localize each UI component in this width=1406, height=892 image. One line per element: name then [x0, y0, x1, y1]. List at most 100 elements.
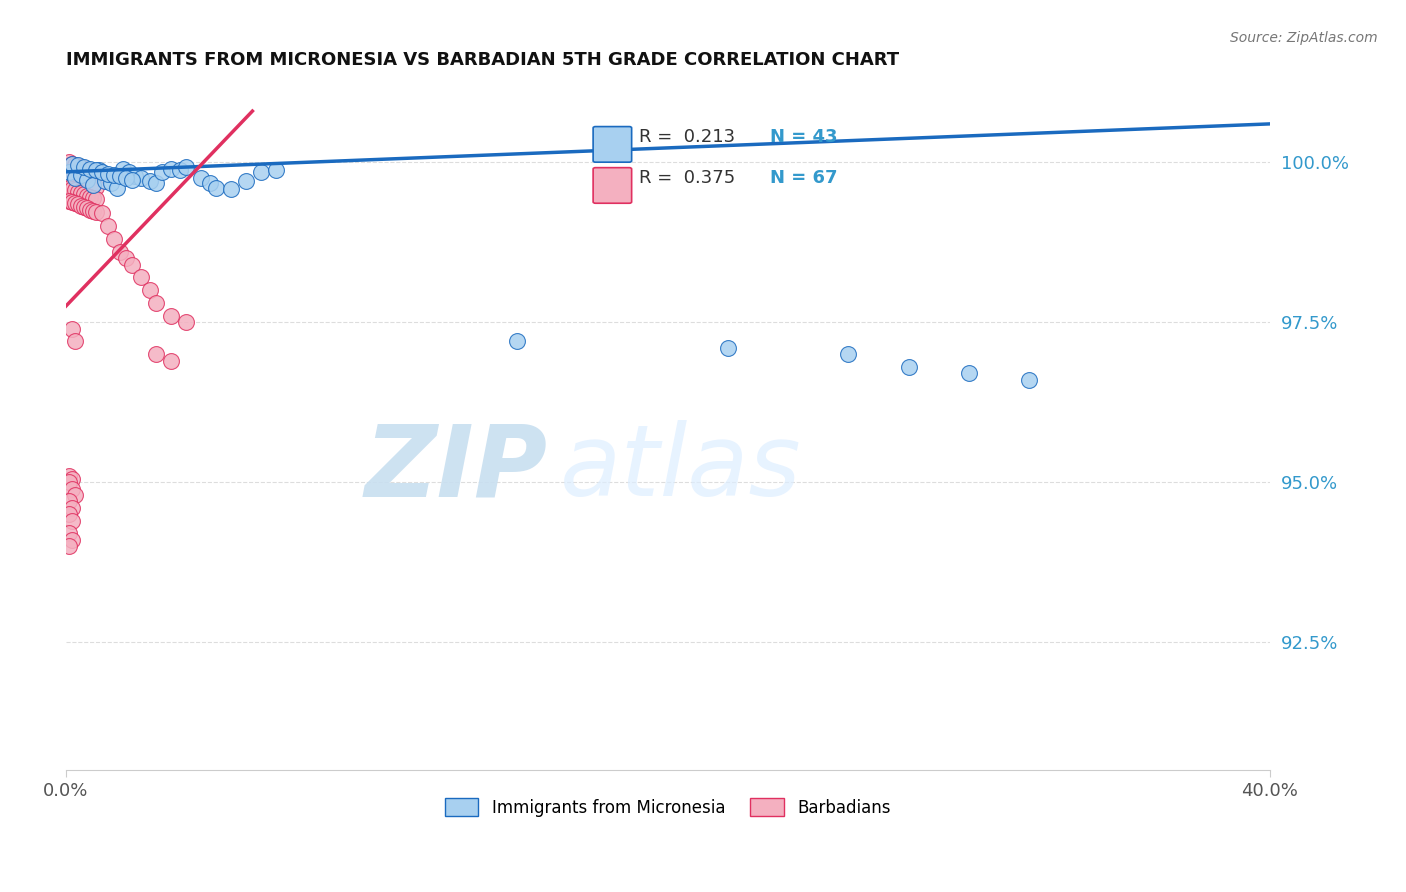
Point [235, 174, 257, 188]
Point [63, 171, 86, 186]
Point [837, 347, 859, 361]
Point [58, 494, 80, 508]
Point [63, 334, 86, 349]
Point [79, 161, 101, 176]
Point [58, 168, 80, 182]
Point [79, 190, 101, 204]
Point [70, 168, 93, 182]
Point [84, 179, 107, 194]
Point [160, 161, 183, 176]
Point [58, 526, 80, 541]
Point [63, 170, 86, 185]
Point [115, 251, 138, 265]
Point [121, 258, 143, 272]
FancyBboxPatch shape [593, 168, 631, 203]
Point [60, 514, 83, 528]
Point [84, 205, 107, 219]
Point [108, 244, 131, 259]
Point [84, 163, 107, 178]
Point [70, 199, 93, 213]
Point [506, 334, 529, 349]
Point [266, 163, 288, 178]
Point [58, 194, 80, 208]
Point [145, 347, 167, 361]
Point [70, 173, 93, 187]
Point [90, 165, 112, 179]
Point [160, 353, 183, 368]
Point [129, 171, 152, 186]
Point [145, 176, 167, 190]
Text: R =  0.375: R = 0.375 [638, 169, 735, 187]
Point [105, 181, 128, 195]
Point [58, 507, 80, 521]
Point [66, 197, 89, 211]
Point [60, 169, 83, 184]
Point [94, 174, 117, 188]
Point [60, 482, 83, 496]
Point [60, 156, 83, 170]
Point [76, 176, 98, 190]
Point [103, 232, 125, 246]
Point [82, 178, 104, 192]
Point [150, 165, 173, 179]
Legend: Immigrants from Micronesia, Barbadians: Immigrants from Micronesia, Barbadians [439, 792, 897, 823]
Point [60, 321, 83, 335]
Text: atlas: atlas [560, 420, 801, 517]
Point [76, 163, 98, 178]
Point [58, 539, 80, 553]
Point [115, 171, 138, 186]
Point [100, 176, 122, 190]
Point [169, 163, 191, 178]
Point [60, 182, 83, 196]
Point [108, 169, 131, 184]
Point [79, 177, 101, 191]
Point [58, 165, 80, 179]
Point [63, 196, 86, 211]
Point [58, 468, 80, 483]
Point [79, 164, 101, 178]
Point [97, 219, 120, 234]
Point [221, 182, 243, 196]
Point [73, 161, 96, 176]
Point [84, 167, 107, 181]
Point [76, 188, 98, 202]
Point [250, 165, 273, 179]
Point [73, 187, 96, 202]
Point [60, 156, 83, 170]
Point [66, 159, 89, 173]
Text: N = 67: N = 67 [770, 169, 838, 187]
Point [79, 202, 101, 217]
Point [103, 168, 125, 182]
Point [63, 158, 86, 172]
Point [63, 183, 86, 197]
Point [145, 296, 167, 310]
Point [60, 194, 83, 209]
FancyBboxPatch shape [593, 127, 631, 162]
Point [58, 181, 80, 195]
Point [957, 367, 980, 381]
Point [66, 172, 89, 186]
Point [76, 173, 98, 187]
Point [174, 161, 197, 175]
Point [111, 161, 134, 176]
Point [84, 193, 107, 207]
Point [121, 173, 143, 187]
Text: N = 43: N = 43 [770, 128, 838, 146]
Point [124, 169, 146, 184]
Point [82, 178, 104, 193]
Text: ZIP: ZIP [364, 420, 547, 517]
Point [1018, 373, 1040, 387]
Point [60, 472, 83, 486]
Point [160, 309, 183, 323]
Text: R =  0.213: R = 0.213 [638, 128, 735, 146]
Point [897, 359, 920, 374]
Point [139, 283, 162, 297]
Point [82, 203, 104, 218]
Point [70, 186, 93, 200]
Point [82, 165, 104, 179]
Point [174, 315, 197, 329]
Point [76, 202, 98, 216]
Point [205, 181, 228, 195]
Point [58, 155, 80, 169]
Point [90, 206, 112, 220]
